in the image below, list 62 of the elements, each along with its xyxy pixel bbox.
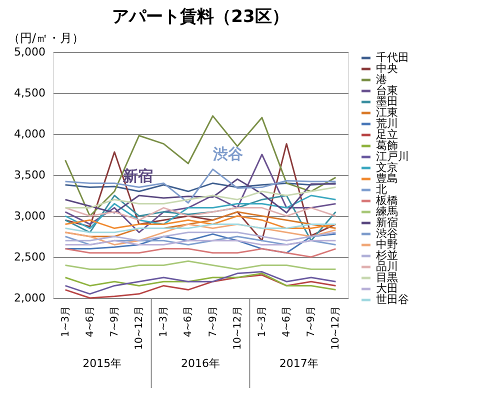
- line-series: [64, 215, 336, 230]
- legend-label: 目黒: [376, 271, 398, 284]
- line-series: [64, 223, 336, 246]
- text: 2016年: [181, 357, 220, 370]
- line-series: [64, 233, 336, 254]
- y-tick-label: 5,000: [14, 46, 46, 58]
- legend-label: 文京: [376, 161, 398, 174]
- x-tick-label: 4~6月: [183, 306, 194, 338]
- x-tick-label: 10~12月: [134, 306, 146, 350]
- line-series: [64, 115, 336, 217]
- x-tick-label: 4~6月: [84, 306, 96, 338]
- legend-label: 品川: [376, 260, 398, 273]
- legend-label: 練馬: [375, 205, 398, 218]
- legend-label: 江戸川: [376, 150, 409, 163]
- line-series: [64, 143, 336, 242]
- x-tick-label: 4~6月: [282, 306, 293, 338]
- y-tick-label: 4,000: [14, 128, 46, 140]
- line-series: [64, 274, 336, 299]
- x-tick-label: 1~3月: [60, 306, 72, 338]
- legend-label: 葛飾: [376, 139, 398, 152]
- legend-label: 墨田: [376, 95, 398, 108]
- chart-title: アパート賃料（23区）: [112, 7, 289, 27]
- legend-label: 新宿: [376, 216, 398, 229]
- y-tick-label: 4,500: [14, 86, 46, 100]
- legend-label: 中央: [376, 62, 398, 75]
- legend-label: 大田: [376, 282, 398, 295]
- line-series: [64, 271, 336, 295]
- line-series: [64, 182, 336, 192]
- annotation: 渋谷: [212, 145, 244, 163]
- x-tick-label: 7~9月: [109, 306, 120, 338]
- legend-label: 足立: [376, 128, 398, 141]
- y-tick-label: 2,500: [14, 250, 46, 264]
- legend-label: 杉並: [375, 249, 398, 262]
- legend-label: 世田谷: [376, 293, 409, 306]
- legend-label: 台東: [376, 84, 398, 97]
- legend-label: 中野: [376, 238, 398, 251]
- legend-label: 江東: [376, 106, 398, 119]
- line-series: [64, 194, 336, 230]
- y-tick-label: 3,000: [14, 210, 46, 222]
- y-tick-label: 2,000: [14, 292, 46, 304]
- text: 2015年: [82, 357, 122, 370]
- x-tick-label: 1~3月: [256, 306, 268, 338]
- line-series: [64, 168, 336, 204]
- x-tick-label: 10~12月: [232, 306, 244, 350]
- legend-label: 荒川: [376, 117, 398, 130]
- y-axis-title: （円/㎡・月）: [8, 31, 84, 45]
- line-series: [64, 207, 336, 221]
- legend-label: 板橋: [375, 194, 398, 207]
- text: 2017年: [279, 357, 318, 370]
- legend-label: 渋谷: [376, 227, 398, 240]
- legend-label: 豊島: [376, 172, 398, 185]
- legend-label: 千代田: [376, 51, 409, 64]
- legend-label: 北: [376, 183, 387, 196]
- x-tick-label: 7~9月: [208, 306, 219, 338]
- x-tick-label: 7~9月: [306, 306, 318, 338]
- x-tick-label: 1~3月: [158, 306, 170, 338]
- x-tick-label: 10~12月: [330, 306, 342, 350]
- line-series: [64, 272, 336, 291]
- line-series: [64, 194, 336, 242]
- y-tick-label: 3,500: [14, 168, 46, 182]
- legend-label: 港: [376, 73, 387, 86]
- line-series: [64, 186, 336, 209]
